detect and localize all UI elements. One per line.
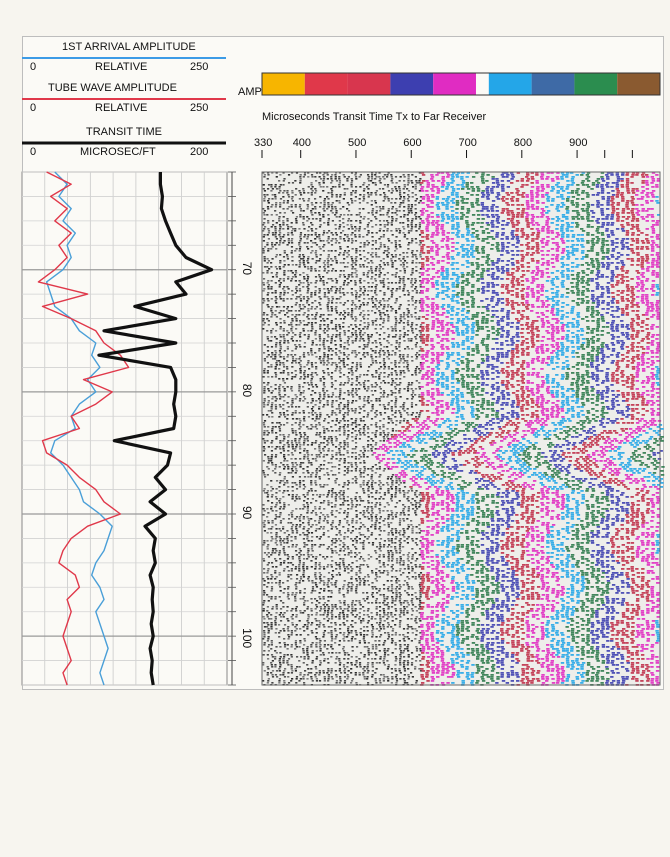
- x-tick-label: 700: [459, 137, 477, 149]
- waveform-image: [261, 171, 665, 686]
- track1-title: 1ST ARRIVAL AMPLITUDE: [62, 41, 196, 53]
- first-arrival-curve: [45, 171, 113, 686]
- track2-left: 0: [30, 102, 36, 114]
- track3-title: TRANSIT TIME: [86, 126, 162, 138]
- track1-left: 0: [30, 61, 36, 73]
- amp-label: AMP: [238, 86, 262, 98]
- depth-label: 70: [240, 262, 254, 276]
- waveform-display: [261, 171, 665, 686]
- amplitude-colorbar: [261, 72, 661, 96]
- transit-time-curve: [97, 172, 214, 686]
- log-track: [21, 171, 228, 686]
- x-tick-label: 400: [293, 137, 311, 149]
- depth-label: 100: [240, 628, 254, 648]
- x-tick-label: 330: [254, 137, 272, 149]
- colorbar-segment: [390, 73, 434, 95]
- depth-axis: 70 80 90 100: [228, 171, 254, 686]
- track3-right: 200: [190, 146, 208, 158]
- colorbar-segment: [617, 73, 660, 95]
- x-tick-label: 600: [403, 137, 421, 149]
- colorbar-segment: [488, 73, 532, 95]
- track2-mid: RELATIVE: [95, 102, 147, 114]
- track3-mid: MICROSEC/FT: [80, 146, 156, 158]
- track-headers: 1ST ARRIVAL AMPLITUDE 0 RELATIVE 250 TUB…: [22, 41, 226, 158]
- colorbar-segment: [262, 73, 305, 95]
- x-axis-title: Microseconds Transit Time Tx to Far Rece…: [262, 111, 486, 123]
- track2-right: 250: [190, 102, 208, 114]
- track2-title: TUBE WAVE AMPLITUDE: [48, 82, 177, 94]
- x-tick-label: 800: [514, 137, 532, 149]
- colorbar-segment: [304, 73, 348, 95]
- colorbar-segment: [531, 73, 575, 95]
- colorbar-segment: [433, 73, 476, 95]
- depth-label: 80: [240, 384, 254, 398]
- tube-wave-curve: [37, 171, 130, 686]
- x-axis-ticks: 330 400 500 600 700 800 900: [254, 137, 633, 158]
- colorbar-segment: [347, 73, 391, 95]
- log-curves: [37, 171, 214, 686]
- x-tick-label: 500: [348, 137, 366, 149]
- amplitude-header: AMP Microseconds Transit Time Tx to Far …: [238, 72, 661, 158]
- depth-label: 90: [240, 506, 254, 520]
- colorbar-segment: [574, 73, 618, 95]
- track1-mid: RELATIVE: [95, 61, 147, 73]
- x-tick-label: 900: [569, 137, 587, 149]
- track1-right: 250: [190, 61, 208, 73]
- track3-left: 0: [30, 146, 36, 158]
